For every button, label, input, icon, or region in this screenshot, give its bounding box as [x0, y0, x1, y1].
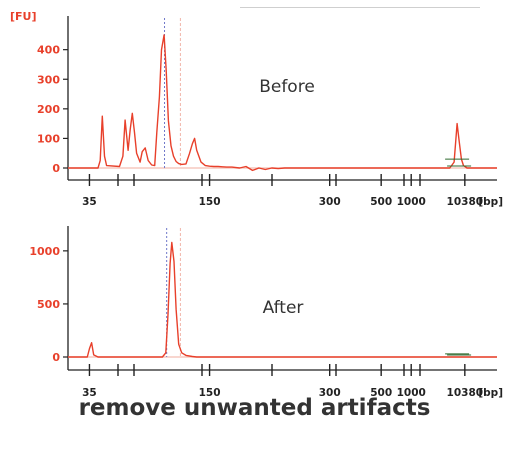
x-tick-label: 500 — [370, 387, 392, 399]
y-tick-label: 0 — [52, 351, 60, 364]
x-tick-label: 300 — [319, 196, 341, 208]
x-tick-label: 35 — [82, 196, 97, 208]
after-panel: 0 500 1000 35 150 300 500 1000 10380[bp] After — [29, 226, 503, 399]
top-divider-rule — [240, 7, 480, 8]
y-tick-label: 300 — [37, 73, 60, 86]
x-tick-label: 10380 — [447, 196, 484, 208]
x-tick-label: 10380 — [447, 387, 484, 399]
signal-trace — [68, 34, 497, 172]
panel-label: After — [263, 298, 304, 318]
x-tick-label: 150 — [199, 387, 221, 399]
x-tick-label: 300 — [319, 387, 341, 399]
before-panel: 0 100 200 300 400 [FU] 35 150 300 500 1000 10380[bp… — [10, 10, 503, 208]
y-tick-label: 0 — [52, 162, 60, 175]
y-tick-label: 200 — [37, 103, 60, 116]
y-tick-label: 500 — [37, 298, 60, 311]
y-tick-label: 1000 — [29, 245, 60, 258]
x-tick-label: 150 — [199, 196, 221, 208]
x-tick-label: 1000 — [397, 387, 426, 399]
x-unit-label: [bp] — [478, 387, 503, 399]
x-tick-label: 1000 — [397, 196, 426, 208]
signal-trace — [68, 241, 497, 358]
panel-label: Before — [259, 77, 315, 97]
y-tick-label: 400 — [37, 44, 60, 57]
x-unit-label: [bp] — [478, 196, 503, 208]
caption-text: remove unwanted artifacts — [78, 395, 431, 421]
x-tick-label: 500 — [370, 196, 392, 208]
x-tick-label: 35 — [82, 387, 97, 399]
y-unit-label: [FU] — [10, 10, 37, 23]
y-tick-label: 100 — [37, 132, 60, 145]
